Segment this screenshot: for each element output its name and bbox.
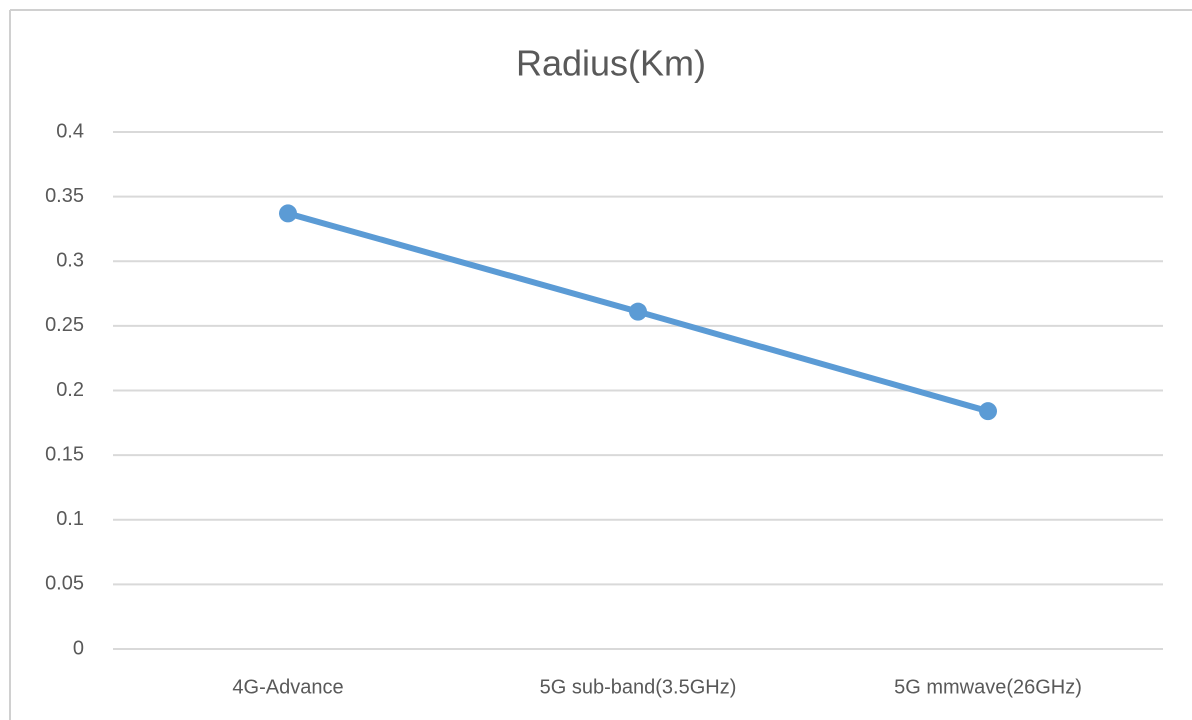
sheet-frame [9,9,1192,720]
data-point [279,204,297,223]
y-tick-label: 0.4 [56,120,84,142]
y-tick-label: 0.05 [45,573,84,595]
y-tick-label: 0.1 [56,508,84,530]
y-tick-label: 0.15 [45,443,84,465]
data-point [629,302,647,321]
x-tick-label: 5G sub-band(3.5GHz) [540,676,737,698]
x-tick-label: 4G-Advance [232,676,343,698]
y-tick-label: 0 [73,637,84,659]
y-tick-label: 0.25 [45,314,84,336]
data-point [979,402,997,421]
y-tick-label: 0.35 [45,185,84,207]
y-tick-label: 0.3 [56,250,84,272]
chart-title: Radius(Km) [516,43,706,84]
y-tick-label: 0.2 [56,379,84,401]
x-tick-label: 5G mmwave(26GHz) [894,676,1082,698]
